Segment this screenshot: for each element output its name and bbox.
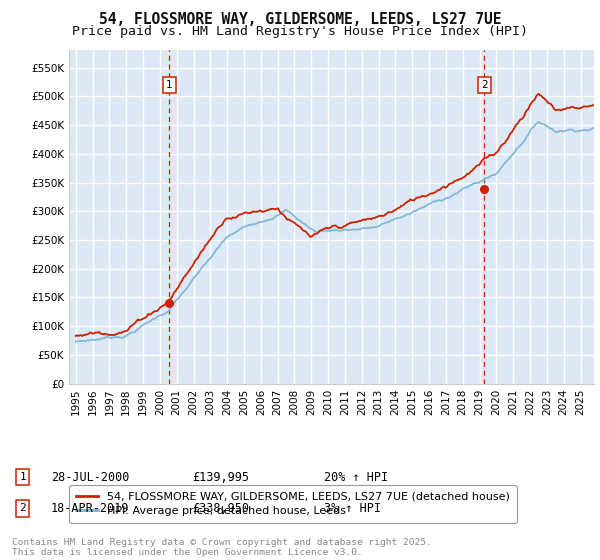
Text: 2: 2	[19, 503, 26, 514]
Text: 1: 1	[19, 472, 26, 482]
Text: 54, FLOSSMORE WAY, GILDERSOME, LEEDS, LS27 7UE: 54, FLOSSMORE WAY, GILDERSOME, LEEDS, LS…	[99, 12, 501, 27]
Text: 2: 2	[481, 81, 488, 90]
Text: Price paid vs. HM Land Registry's House Price Index (HPI): Price paid vs. HM Land Registry's House …	[72, 25, 528, 38]
Text: 18-APR-2019: 18-APR-2019	[51, 502, 130, 515]
Text: 20% ↑ HPI: 20% ↑ HPI	[324, 470, 388, 484]
Text: 28-JUL-2000: 28-JUL-2000	[51, 470, 130, 484]
Text: 3% ↑ HPI: 3% ↑ HPI	[324, 502, 381, 515]
Text: 1: 1	[166, 81, 173, 90]
Text: Contains HM Land Registry data © Crown copyright and database right 2025.
This d: Contains HM Land Registry data © Crown c…	[12, 538, 432, 557]
Text: £139,995: £139,995	[192, 470, 249, 484]
Legend: 54, FLOSSMORE WAY, GILDERSOME, LEEDS, LS27 7UE (detached house), HPI: Average pr: 54, FLOSSMORE WAY, GILDERSOME, LEEDS, LS…	[70, 485, 517, 523]
Text: £338,950: £338,950	[192, 502, 249, 515]
